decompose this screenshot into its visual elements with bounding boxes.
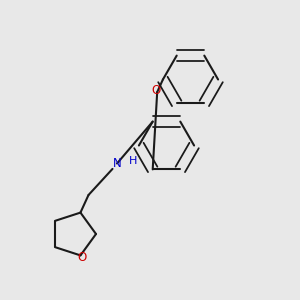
Text: O: O	[151, 84, 160, 97]
Text: H: H	[128, 155, 137, 166]
Text: O: O	[77, 251, 87, 264]
Text: N: N	[112, 157, 122, 170]
